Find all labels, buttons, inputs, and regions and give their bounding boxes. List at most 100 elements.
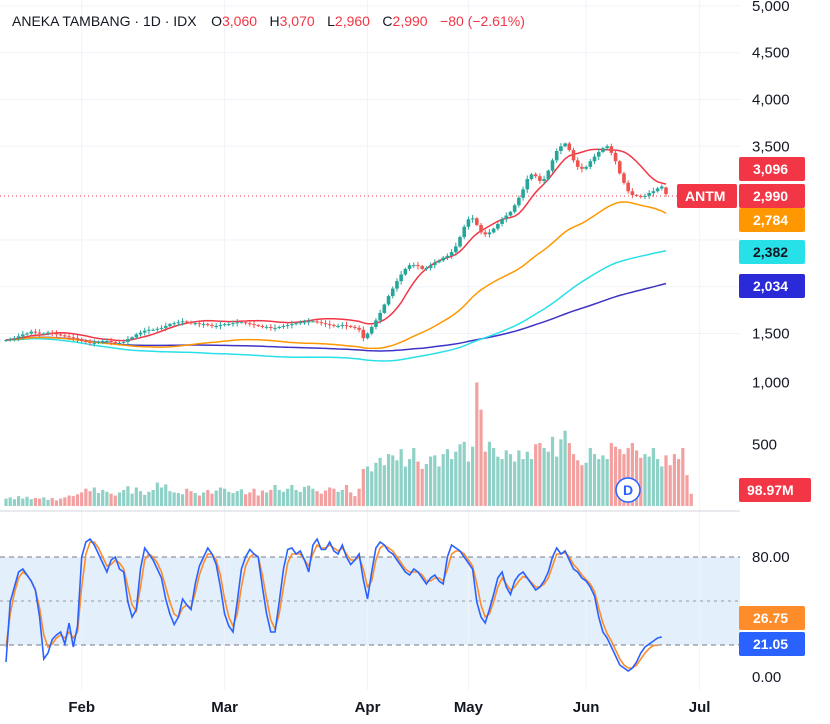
candle: [134, 332, 139, 339]
volume-bar: [214, 490, 218, 506]
ma-blue-line: [5, 282, 667, 352]
candle: [37, 329, 42, 337]
candle-body: [487, 232, 492, 235]
candle-body: [424, 267, 429, 269]
volume-bar: [450, 459, 454, 506]
volume-bar: [176, 493, 180, 506]
candle: [163, 322, 168, 332]
candle-body: [588, 161, 593, 167]
candle-body: [113, 341, 118, 343]
ma-cyan-line: [5, 250, 667, 362]
dividend-marker-label: D: [623, 482, 633, 498]
volume-bar: [294, 489, 298, 506]
volume-bar: [311, 488, 315, 506]
moving-average-lines: [5, 148, 667, 362]
candle-body: [622, 173, 626, 183]
candle-body: [218, 325, 223, 327]
candle: [4, 339, 8, 342]
candle: [189, 320, 193, 325]
time-axis[interactable]: Feb Mar Apr May Jun Jul: [68, 699, 710, 716]
candle-body: [458, 237, 462, 247]
volume-bar: [563, 430, 567, 506]
candle: [155, 326, 160, 332]
candle: [46, 330, 50, 336]
candle: [248, 320, 252, 327]
candle-body: [210, 325, 214, 327]
volume-bar: [546, 451, 550, 506]
candle: [651, 187, 656, 197]
volume-bar: [168, 491, 172, 506]
volume-bar: [689, 493, 693, 506]
candle: [290, 320, 294, 329]
volume-bar: [12, 499, 17, 506]
volume-bar: [559, 439, 563, 506]
candle: [138, 330, 143, 337]
candle: [100, 339, 105, 344]
candle-body: [92, 342, 97, 344]
volume-bar: [151, 489, 155, 506]
candle: [483, 229, 488, 237]
candle: [33, 328, 38, 336]
volume-bar: [365, 466, 370, 506]
candle-body: [155, 328, 160, 330]
volume-bar: [59, 498, 63, 506]
volume-bar: [508, 454, 513, 506]
candle-body: [470, 218, 475, 220]
volume-bar: [370, 471, 374, 506]
candle: [475, 217, 479, 227]
candle: [504, 212, 509, 223]
candle: [311, 320, 315, 323]
candle: [201, 320, 206, 328]
volume-bar: [378, 457, 382, 506]
price-axis[interactable]: 1,500 3,500 4,000 4,500 5,000: [752, 0, 790, 343]
candle-body: [491, 228, 496, 233]
volume-bar: [567, 443, 571, 506]
candle-body: [138, 332, 143, 335]
candle-body: [550, 160, 555, 171]
candle-body: [184, 321, 189, 323]
volume-bar: [75, 494, 80, 506]
candle: [664, 186, 668, 197]
volume-bar: [462, 441, 466, 506]
candle: [319, 319, 324, 326]
candle: [105, 338, 109, 344]
candle-body: [386, 296, 391, 305]
volume-bar: [323, 490, 328, 506]
candle: [643, 193, 647, 200]
candle-body: [533, 174, 538, 177]
candle: [121, 339, 126, 346]
candle-body: [290, 324, 294, 326]
volume-bar: [647, 456, 651, 506]
time-tick-label: Jun: [573, 699, 600, 716]
candle-body: [508, 211, 513, 216]
candle-body: [222, 324, 227, 326]
time-tick-label: Apr: [355, 699, 381, 716]
candle: [197, 320, 202, 328]
volume-bar: [54, 500, 59, 506]
candle-body: [571, 150, 576, 161]
candle-body: [172, 323, 176, 325]
candle-body: [327, 324, 332, 326]
candle-body: [407, 265, 412, 269]
dividend-marker[interactable]: D: [615, 477, 641, 503]
candle-body: [445, 255, 450, 258]
volume-bar: [521, 459, 525, 506]
candle-body: [117, 342, 122, 344]
ma-red-line: [5, 148, 667, 342]
volume-bar: [8, 497, 12, 506]
stoch-d-tag: 21.05: [739, 632, 805, 656]
candle: [437, 259, 441, 264]
candle: [554, 148, 559, 163]
candle: [88, 339, 92, 346]
volume-bar: [576, 460, 580, 506]
volume-bar: [256, 495, 260, 506]
volume-bar: [222, 488, 227, 506]
volume-bar: [496, 456, 500, 506]
candle: [180, 318, 185, 326]
candle-body: [592, 156, 597, 162]
volume-bar: [555, 456, 559, 506]
candle-body: [147, 329, 151, 331]
candle-body: [475, 218, 479, 225]
candle: [596, 148, 601, 161]
